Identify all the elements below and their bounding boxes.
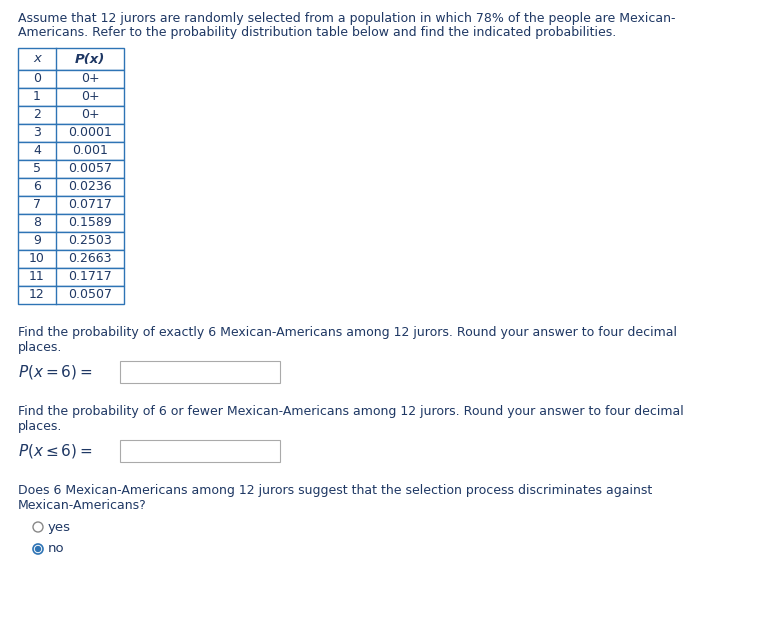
Bar bbox=[18, 160, 124, 178]
Bar bbox=[18, 70, 124, 88]
Text: 12: 12 bbox=[29, 289, 45, 302]
Bar bbox=[18, 214, 124, 232]
Circle shape bbox=[33, 544, 43, 554]
Text: $P(x \leq 6) =$: $P(x \leq 6) =$ bbox=[18, 442, 93, 460]
Bar bbox=[18, 196, 124, 214]
Bar bbox=[18, 142, 124, 160]
Text: x: x bbox=[33, 53, 41, 66]
Text: 0+: 0+ bbox=[80, 91, 100, 103]
Text: no: no bbox=[48, 543, 64, 555]
Text: yes: yes bbox=[48, 520, 71, 533]
Text: 2: 2 bbox=[33, 108, 41, 121]
Text: 0+: 0+ bbox=[80, 108, 100, 121]
FancyBboxPatch shape bbox=[120, 440, 280, 462]
Text: Find the probability of 6 or fewer Mexican-Americans among 12 jurors. Round your: Find the probability of 6 or fewer Mexic… bbox=[18, 405, 684, 418]
Bar bbox=[18, 268, 124, 286]
Text: Americans. Refer to the probability distribution table below and find the indica: Americans. Refer to the probability dist… bbox=[18, 26, 617, 39]
Bar bbox=[18, 48, 124, 70]
Text: P(x): P(x) bbox=[75, 53, 105, 66]
Text: 0.2503: 0.2503 bbox=[68, 235, 112, 247]
Text: 0.0507: 0.0507 bbox=[68, 289, 112, 302]
Bar bbox=[18, 88, 124, 106]
Bar bbox=[18, 232, 124, 250]
Text: 5: 5 bbox=[33, 163, 41, 175]
Text: 0.1717: 0.1717 bbox=[68, 270, 112, 284]
Text: $P(x = 6) =$: $P(x = 6) =$ bbox=[18, 363, 93, 381]
Text: Does 6 Mexican-Americans among 12 jurors suggest that the selection process disc: Does 6 Mexican-Americans among 12 jurors… bbox=[18, 484, 653, 497]
Text: 0: 0 bbox=[33, 73, 41, 86]
Text: 0.0001: 0.0001 bbox=[68, 126, 112, 140]
Text: 0.001: 0.001 bbox=[72, 145, 108, 158]
Bar bbox=[18, 106, 124, 124]
Bar bbox=[18, 124, 124, 142]
Text: 0.0236: 0.0236 bbox=[68, 180, 112, 193]
Text: 0.0717: 0.0717 bbox=[68, 198, 112, 212]
Text: 3: 3 bbox=[33, 126, 41, 140]
Text: 1: 1 bbox=[33, 91, 41, 103]
Text: 10: 10 bbox=[29, 252, 45, 265]
Text: 0+: 0+ bbox=[80, 73, 100, 86]
Bar bbox=[18, 178, 124, 196]
Text: places.: places. bbox=[18, 420, 62, 433]
Text: 6: 6 bbox=[33, 180, 41, 193]
Text: 0.2663: 0.2663 bbox=[68, 252, 112, 265]
Bar bbox=[18, 250, 124, 268]
Text: 8: 8 bbox=[33, 217, 41, 230]
Circle shape bbox=[34, 546, 41, 552]
Circle shape bbox=[33, 522, 43, 532]
Text: Find the probability of exactly 6 Mexican-Americans among 12 jurors. Round your : Find the probability of exactly 6 Mexica… bbox=[18, 326, 677, 339]
Text: 4: 4 bbox=[33, 145, 41, 158]
Text: 9: 9 bbox=[33, 235, 41, 247]
Text: places.: places. bbox=[18, 341, 62, 354]
Text: 7: 7 bbox=[33, 198, 41, 212]
Text: 0.1589: 0.1589 bbox=[68, 217, 112, 230]
FancyBboxPatch shape bbox=[120, 361, 280, 383]
Text: 11: 11 bbox=[29, 270, 45, 284]
Text: Mexican-Americans?: Mexican-Americans? bbox=[18, 499, 147, 512]
Bar bbox=[18, 286, 124, 304]
Text: 0.0057: 0.0057 bbox=[68, 163, 112, 175]
Text: Assume that 12 jurors are randomly selected from a population in which 78% of th: Assume that 12 jurors are randomly selec… bbox=[18, 12, 676, 25]
